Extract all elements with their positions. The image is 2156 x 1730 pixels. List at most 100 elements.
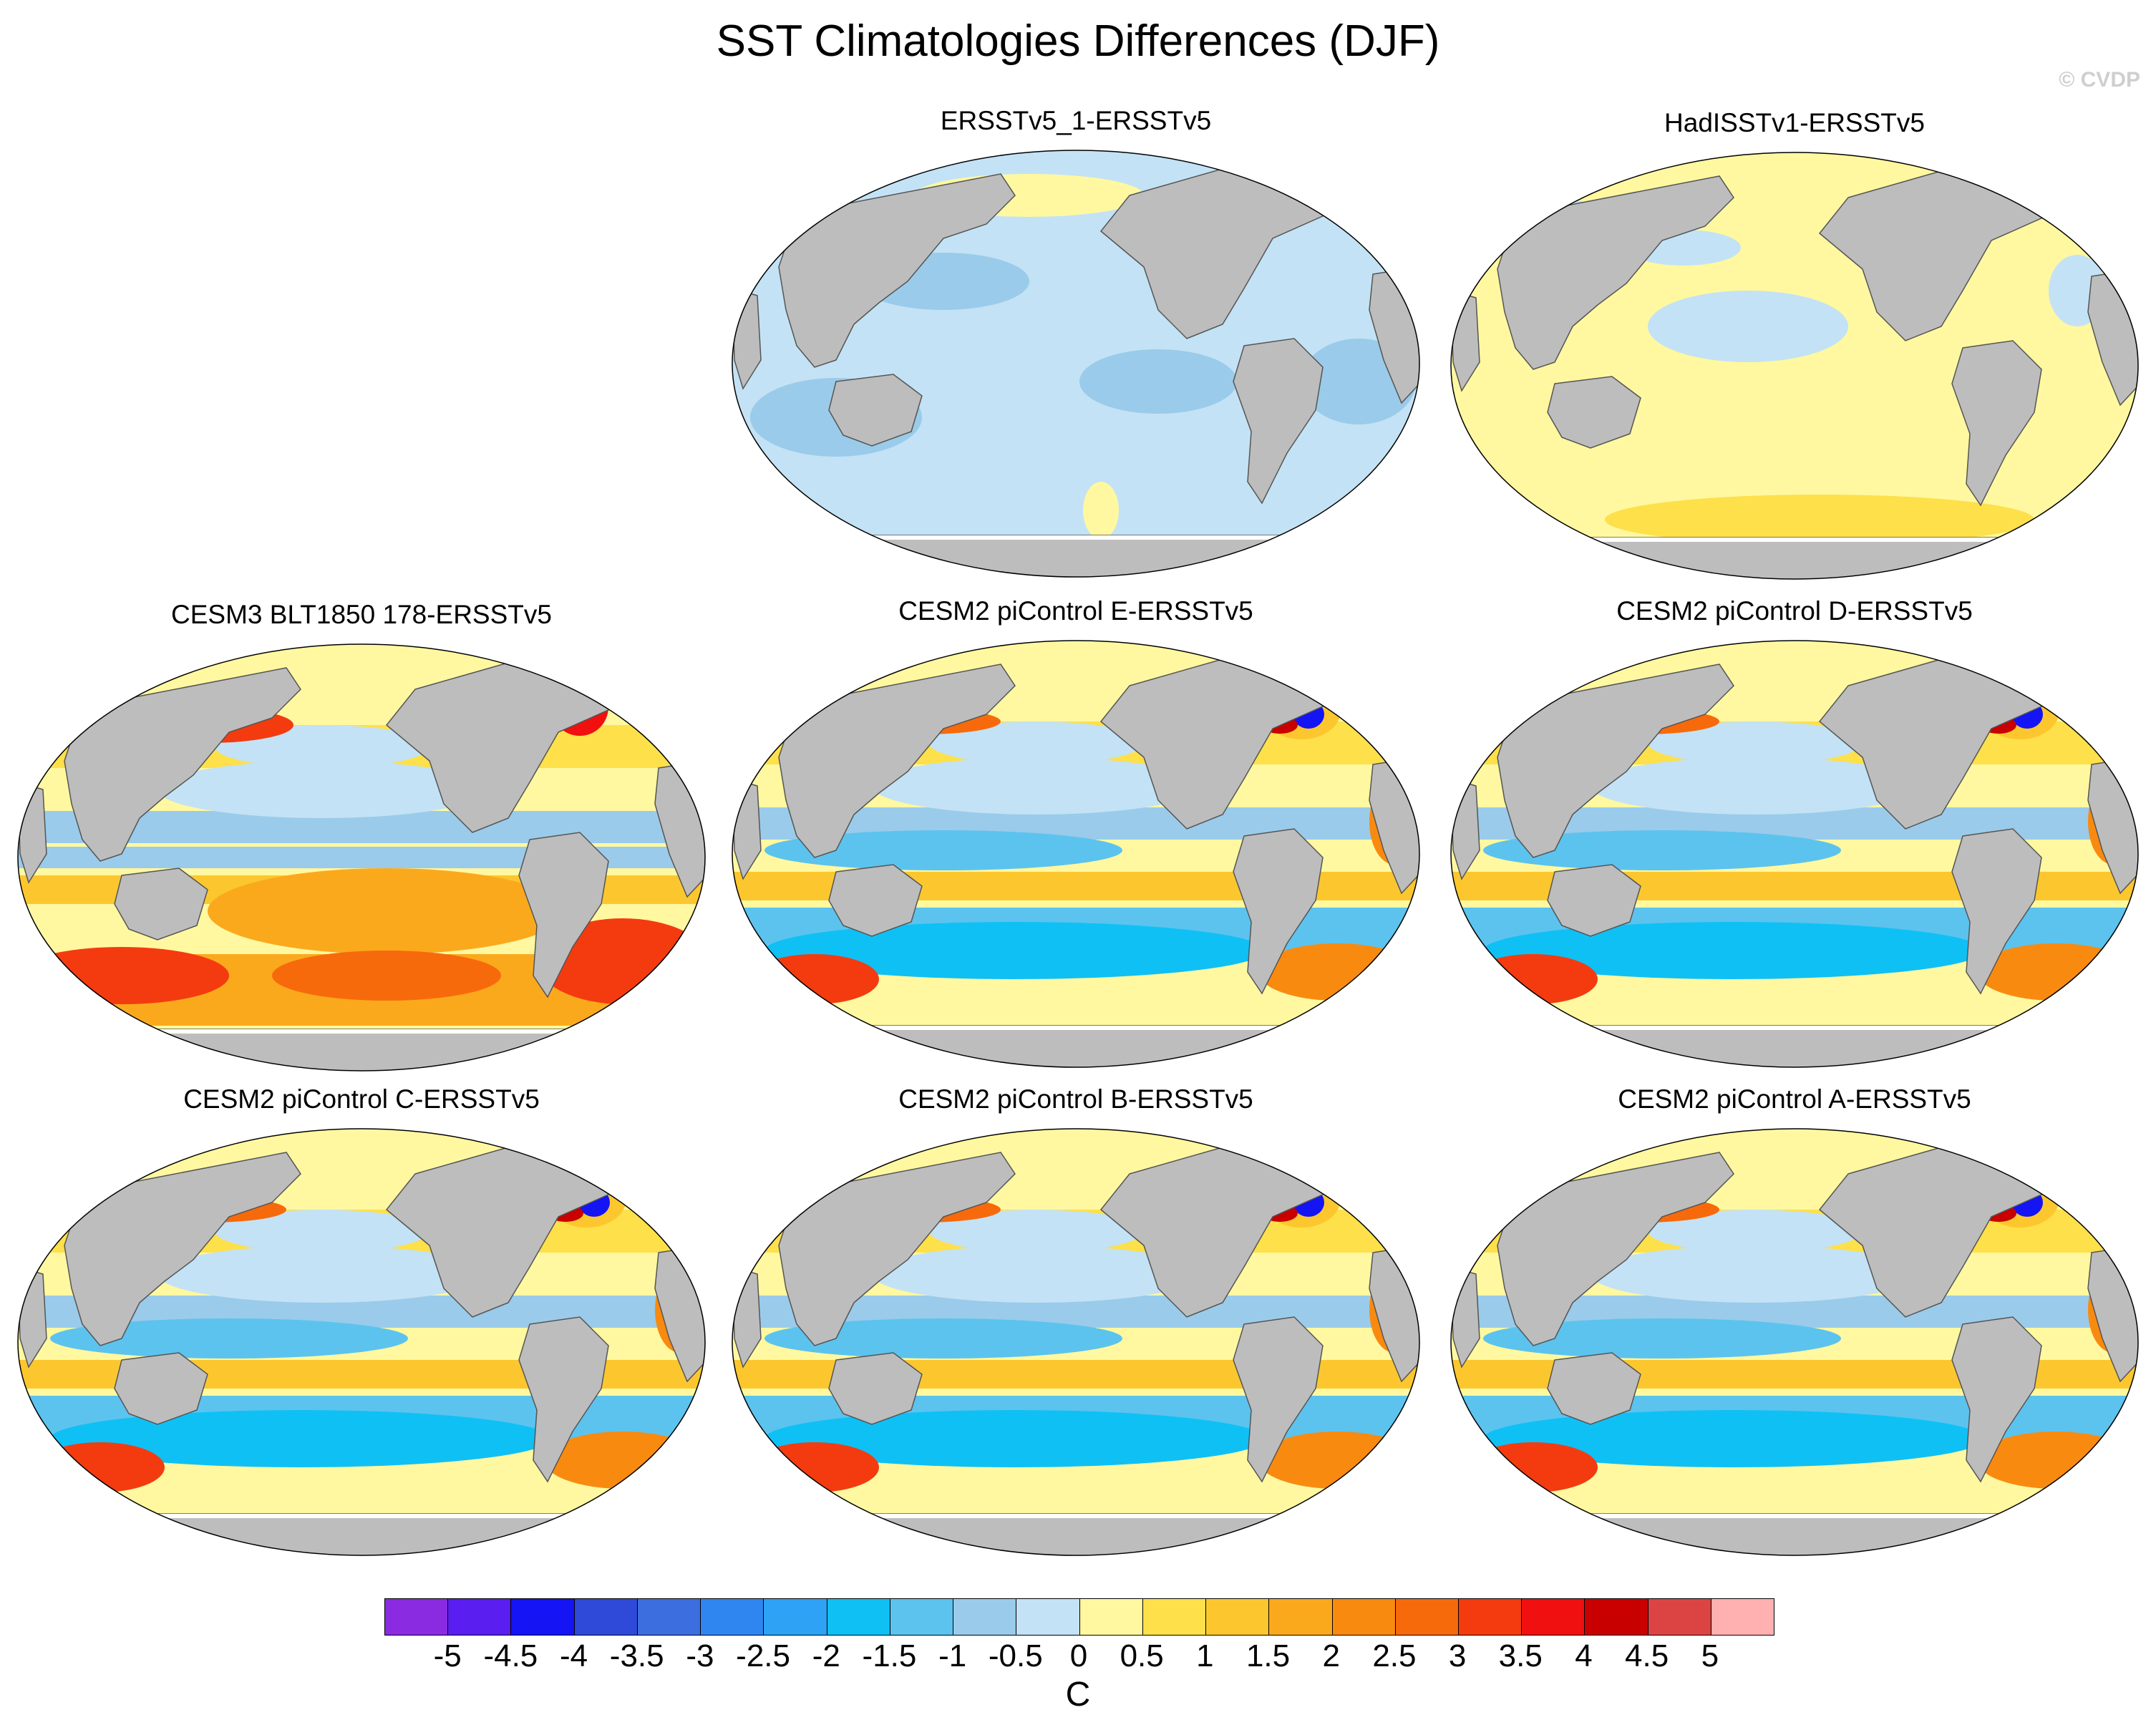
asia-landmass — [1497, 1152, 1734, 1346]
sst-anomaly-region — [750, 954, 879, 1004]
greenland-landmass — [1314, 656, 1359, 694]
colorbar-tick-label: 0.5 — [1120, 1638, 1164, 1673]
sst-anomaly-region — [1483, 1318, 1841, 1359]
sst-anomaly-region — [764, 922, 1266, 979]
globe-outline — [1450, 640, 2139, 1068]
asia-landmass — [1497, 664, 1734, 858]
colorbar-tick-label: 4.5 — [1625, 1638, 1669, 1673]
panel-cesm2-picontrol-a: CESM2 piControl A-ERSSTv5 — [1440, 1082, 2149, 1569]
panel-cesm3-blt1850: CESM3 BLT1850 178-ERSSTv5 — [7, 598, 716, 1084]
sst-anomaly-region — [1079, 349, 1237, 414]
sst-anomaly-region — [1591, 757, 1920, 815]
ocean-field — [1451, 1129, 2138, 1555]
panel-title: CESM3 BLT1850 178-ERSSTv5 — [171, 600, 552, 629]
globe-outline — [732, 150, 1420, 578]
sst-difference-map — [17, 643, 706, 1071]
sst-anomaly-region — [764, 1318, 1122, 1359]
australia-landmass — [114, 868, 208, 941]
panel-hadisstv1: HadISSTv1-ERSSTv5 — [1440, 106, 2149, 593]
antarctica-landmass — [813, 535, 1339, 577]
sst-difference-map — [1450, 1128, 2139, 1556]
sst-anomaly-region — [157, 761, 487, 818]
colorbar-tick-label: -2 — [812, 1638, 840, 1673]
antarctica-landmass — [1532, 537, 2057, 579]
panel-title: CESM2 piControl A-ERSSTv5 — [1618, 1084, 1971, 1114]
colorbar-tick-label: 1.5 — [1245, 1638, 1291, 1673]
sst-anomaly-region — [750, 1442, 879, 1492]
colorbar-swatch — [385, 1599, 448, 1635]
colorbar-tick-label: -4 — [559, 1638, 588, 1673]
south-america-landmass — [1233, 1316, 1324, 1483]
colorbar-tick-label: 3.5 — [1498, 1638, 1543, 1673]
colorbar — [384, 1598, 1774, 1636]
asia-landmass — [778, 664, 1016, 858]
sst-anomaly-region — [929, 1210, 1144, 1253]
south-america-landmass — [1951, 1316, 2042, 1483]
panel-title: CESM2 piControl D-ERSSTv5 — [1616, 596, 1973, 626]
sst-anomaly-region — [93, 1144, 179, 1161]
sst-difference-map — [732, 1128, 1420, 1556]
sst-anomaly-region — [764, 830, 1122, 870]
south-america-landmass — [1233, 338, 1324, 505]
panel-title: HadISSTv1-ERSSTv5 — [1664, 108, 1925, 137]
australia-landmass — [828, 1352, 923, 1425]
sst-anomaly-region — [1648, 291, 1848, 362]
asia-landmass — [778, 1152, 1016, 1346]
sst-anomaly-region — [1648, 721, 1863, 764]
south-america-landmass — [518, 832, 609, 998]
sst-difference-map — [1450, 152, 2139, 580]
ocean-field — [18, 644, 705, 1071]
colorbar-tick-label: 3 — [1448, 1638, 1467, 1673]
sst-difference-map — [732, 150, 1420, 578]
sst-anomaly-region — [50, 1318, 408, 1359]
greenland-landmass — [600, 660, 645, 697]
sst-anomaly-region — [872, 1245, 1201, 1303]
sst-anomaly-region — [157, 1245, 487, 1303]
sst-anomaly-region — [807, 1144, 893, 1161]
globe-outline — [732, 1128, 1420, 1556]
colorbar-tick-label: -3.5 — [609, 1638, 664, 1673]
panel-cesm2-picontrol-b: CESM2 piControl B-ERSSTv5 — [722, 1082, 1430, 1569]
ocean-field — [732, 150, 1419, 577]
sst-anomaly-region — [272, 951, 501, 1001]
asia-landmass — [778, 173, 1016, 368]
panel-title: CESM2 piControl C-ERSSTv5 — [183, 1084, 540, 1114]
sst-anomaly-region — [929, 721, 1144, 764]
colorbar-swatch — [1331, 1599, 1395, 1635]
colorbar-units: C — [1065, 1676, 1091, 1714]
south-america-landmass — [1233, 828, 1324, 995]
colorbar-swatch — [447, 1599, 511, 1635]
asia-landmass — [1497, 175, 1734, 370]
ocean-field — [1451, 152, 2138, 579]
colorbar-swatch — [1394, 1599, 1458, 1635]
sst-anomaly-region — [1591, 1245, 1920, 1303]
sst-anomaly-region — [50, 1410, 551, 1467]
south-america-landmass — [1951, 828, 2042, 995]
greenland-landmass — [600, 1145, 645, 1182]
sst-anomaly-region — [1648, 1210, 1863, 1253]
sst-anomaly-region — [1083, 482, 1119, 539]
colorbar-swatch — [1647, 1599, 1711, 1635]
sst-anomaly-region — [1605, 495, 2034, 545]
antarctica-landmass — [1532, 1025, 2057, 1067]
australia-landmass — [828, 374, 923, 447]
sst-anomaly-region — [215, 1210, 429, 1253]
colorbar-tick-label: -1 — [938, 1638, 967, 1673]
greenland-landmass — [2033, 168, 2078, 205]
panel-title: CESM2 piControl E-ERSSTv5 — [898, 596, 1253, 626]
australia-landmass — [114, 1352, 208, 1425]
cvdp-watermark: © CVDP — [2059, 68, 2140, 92]
south-america-landmass — [1951, 340, 2042, 507]
colorbar-swatch — [1710, 1599, 1774, 1635]
australia-landmass — [828, 864, 923, 937]
greenland-landmass — [1314, 166, 1359, 203]
colorbar-tick-label: -1.5 — [862, 1638, 917, 1673]
australia-landmass — [1547, 864, 1641, 937]
sst-anomaly-region — [1483, 1410, 1984, 1467]
colorbar-swatch — [763, 1599, 827, 1635]
colorbar-swatch — [1584, 1599, 1648, 1635]
figure-title: SST Climatologies Differences (DJF) — [716, 16, 1440, 66]
colorbar-tick-label: -4.5 — [483, 1638, 538, 1673]
greenland-landmass — [2033, 1145, 2078, 1182]
australia-landmass — [1547, 376, 1641, 449]
